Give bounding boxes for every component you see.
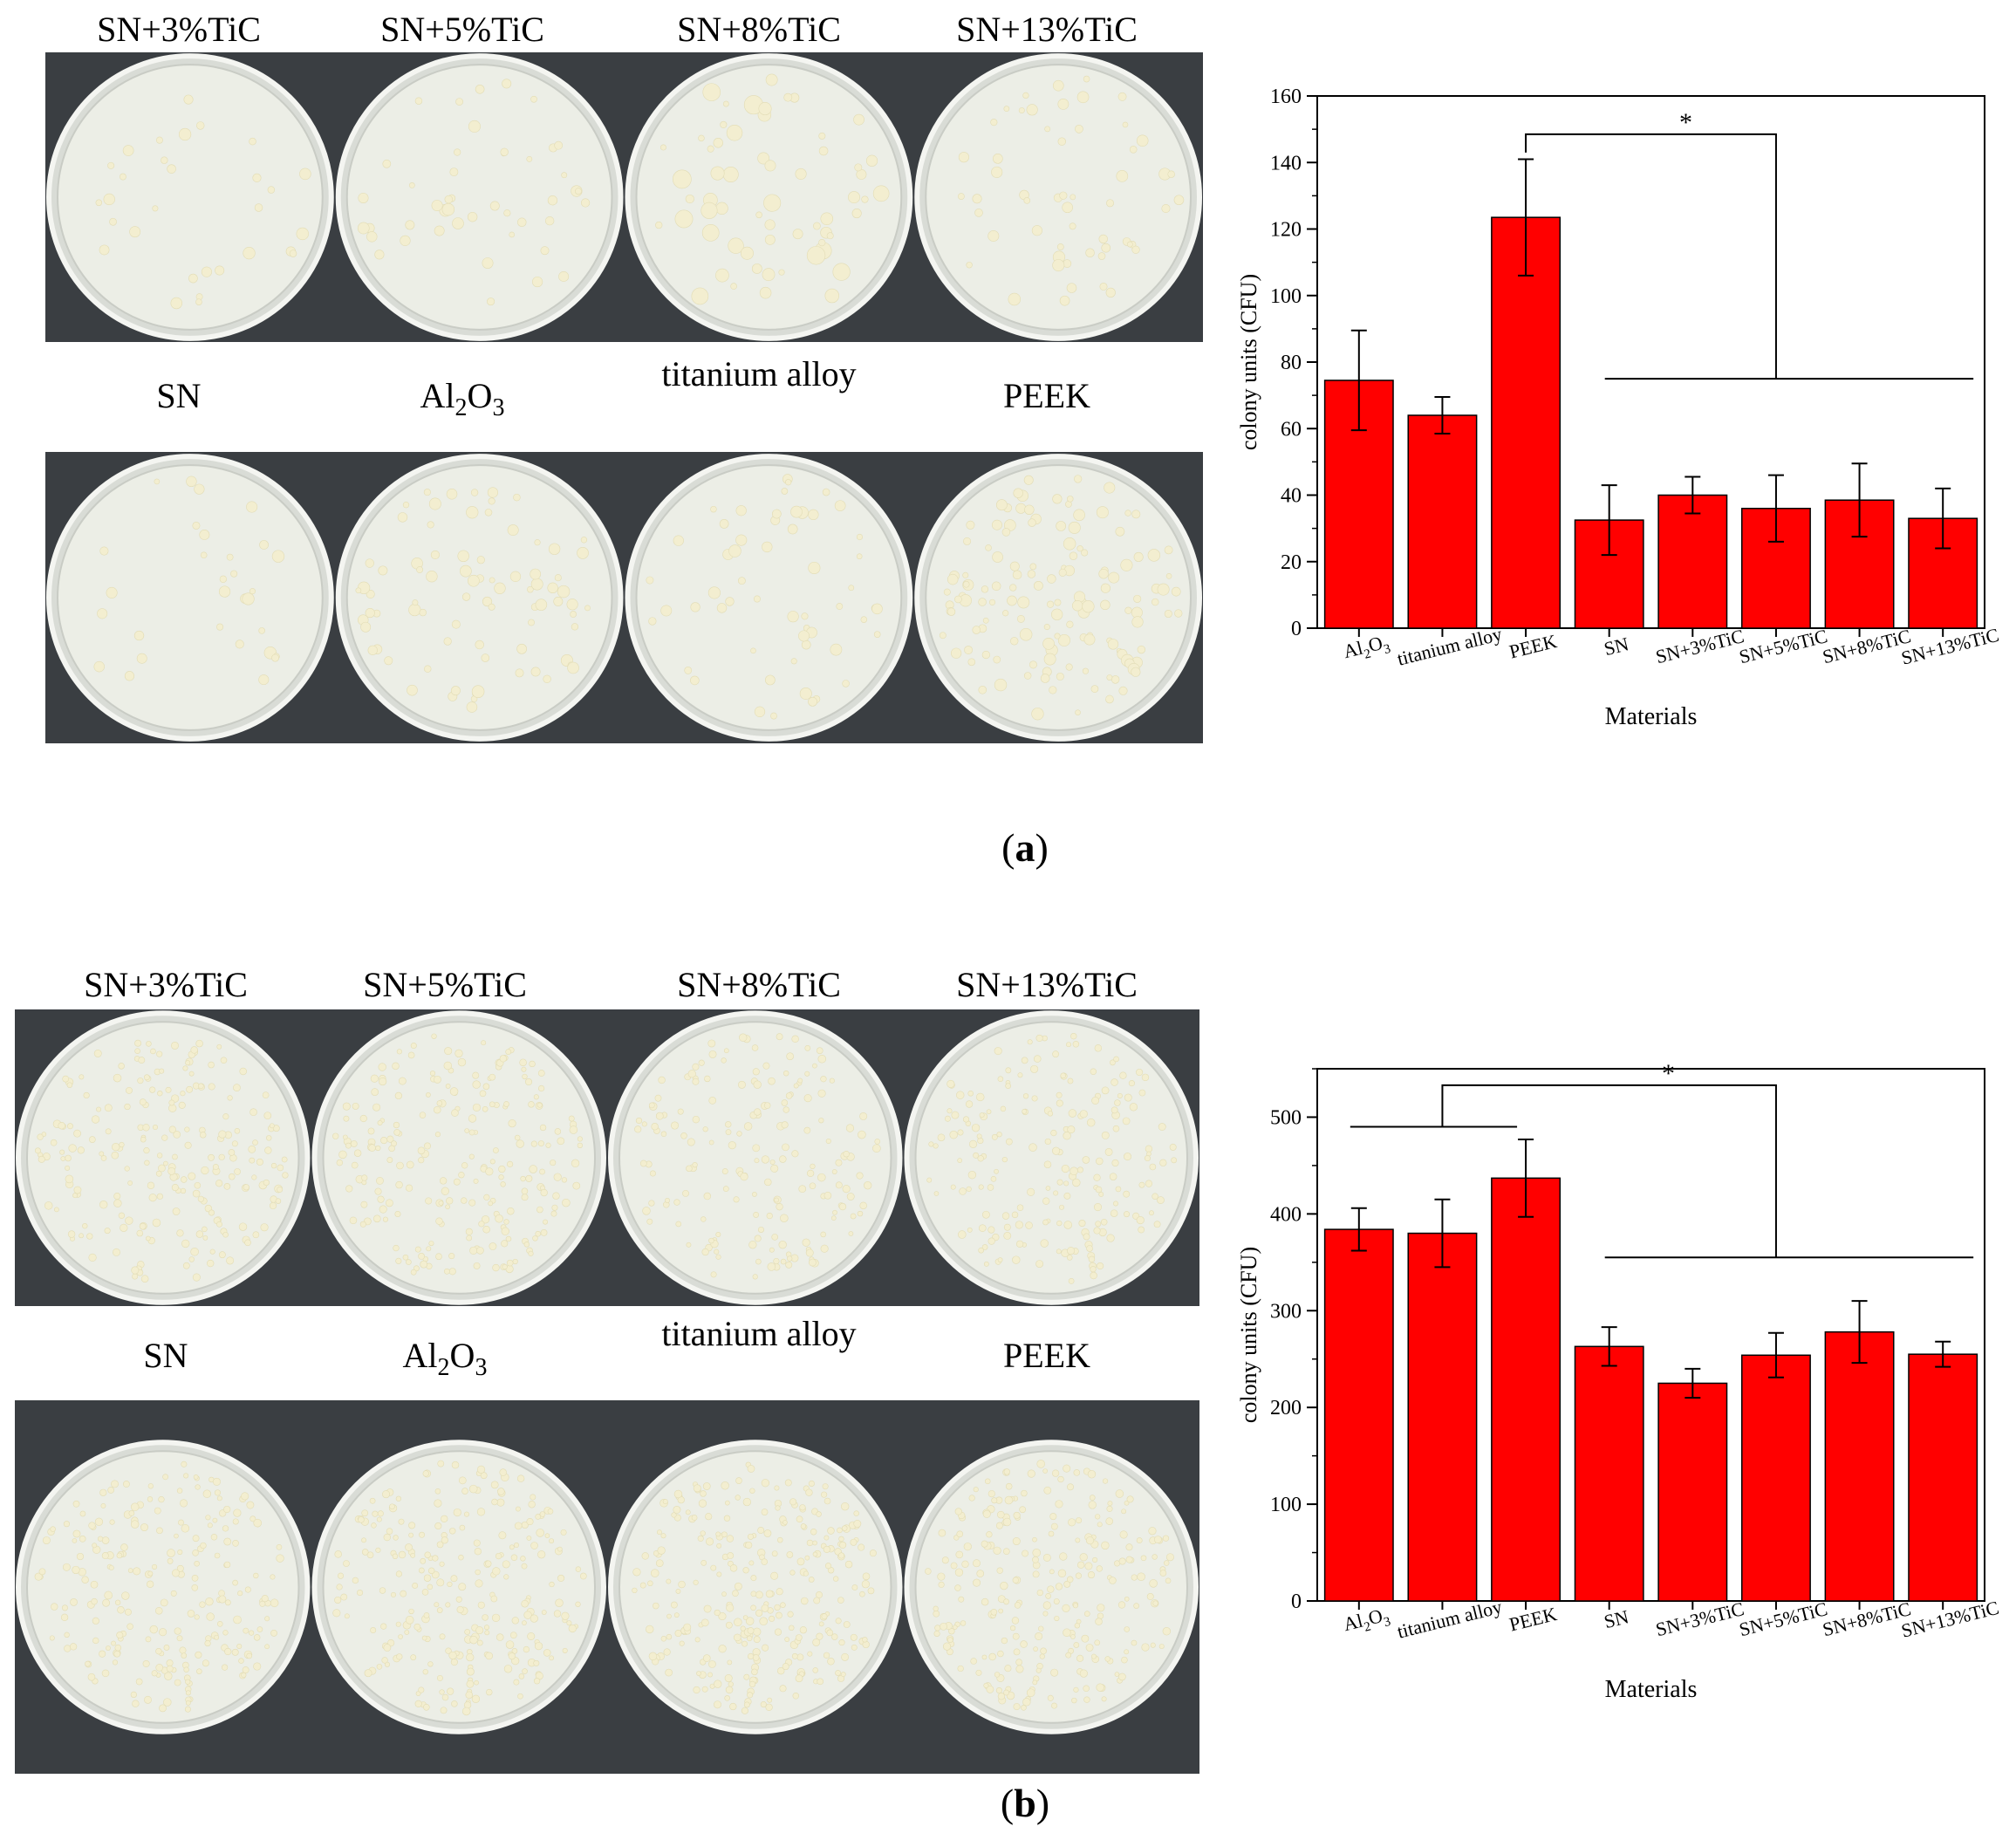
plate-label-top-1: SN+3%TiC xyxy=(97,10,261,49)
significance-star: * xyxy=(1679,108,1692,137)
x-tick-label: SN+5%TiC xyxy=(1737,625,1829,667)
petri-dish xyxy=(625,53,913,341)
plate-label-bottom-3: titanium alloy xyxy=(661,1314,857,1353)
bar xyxy=(1491,216,1562,629)
plate-label-bottom-3: titanium alloy xyxy=(661,354,857,393)
plates-photo-top-b xyxy=(15,1009,1199,1306)
bar xyxy=(1574,1345,1644,1602)
bar xyxy=(1908,1353,1978,1602)
bar xyxy=(1740,1354,1811,1602)
petri-dish xyxy=(914,454,1202,742)
petri-dish xyxy=(16,1010,311,1305)
y-tick-label: 300 xyxy=(1270,1300,1302,1323)
x-tick-label: SN xyxy=(1602,633,1630,660)
x-tick-label: SN xyxy=(1602,1605,1630,1632)
y-axis-label: colony units (CFU) xyxy=(1236,1247,1261,1423)
bar-chart-a: 0 20 40 60 80 100 120 140 160 Al2O3 titanium alloy… xyxy=(1236,70,2006,733)
petri-dish xyxy=(311,1440,606,1734)
bar xyxy=(1657,1382,1728,1602)
panel-a: SN+3%TiC SN+5%TiC SN+8%TiC SN+13%TiC SN … xyxy=(0,0,2016,899)
bar xyxy=(1407,1232,1478,1602)
x-axis-label: Materials xyxy=(1605,1676,1698,1703)
significance-bracket xyxy=(1525,133,1974,380)
x-tick-label: Al2O3 xyxy=(1341,1603,1392,1639)
x-tick-label: titanium alloy xyxy=(1395,623,1504,670)
bar xyxy=(1323,1228,1394,1602)
plate-label-bottom-1: SN xyxy=(143,1336,188,1375)
bar-chart-b: 0 100 200 300 400 500 Al2O3 titanium alloy PEEK S… xyxy=(1236,1043,2006,1706)
y-tick-label: 160 xyxy=(1270,86,1302,108)
petri-dish xyxy=(335,454,624,742)
petri-dish xyxy=(914,53,1202,341)
plates-photo-top-a xyxy=(45,52,1203,342)
petri-dish xyxy=(335,53,624,341)
plate-label-bottom-4: PEEK xyxy=(1003,376,1090,415)
petri-dish xyxy=(46,53,334,341)
plot-frame xyxy=(1316,1068,1985,1602)
y-tick-label: 20 xyxy=(1281,551,1302,574)
significance-star: * xyxy=(1662,1059,1675,1088)
plate-label-top-2: SN+5%TiC xyxy=(363,965,527,1004)
x-tick-label: SN+13%TiC xyxy=(1899,1597,2001,1642)
panel-caption-a: (a) xyxy=(1001,825,1049,870)
petri-dish xyxy=(904,1010,1199,1305)
plate-label-bottom-2: Al2O3 xyxy=(402,1336,488,1381)
plate-label-bottom-1: SN xyxy=(156,376,202,415)
y-axis-label: colony units (CFU) xyxy=(1236,274,1261,450)
petri-dish xyxy=(608,1440,903,1734)
plate-label-top-2: SN+5%TiC xyxy=(380,10,544,49)
plate-label-top-3: SN+8%TiC xyxy=(677,965,841,1004)
petri-dish xyxy=(625,454,913,742)
x-tick-label: SN+5%TiC xyxy=(1737,1597,1829,1640)
x-tick-label: Al2O3 xyxy=(1341,630,1392,667)
y-tick-label: 120 xyxy=(1270,219,1302,242)
plates-photo-bottom-b xyxy=(15,1400,1199,1774)
plate-label-top-3: SN+8%TiC xyxy=(677,10,841,49)
y-tick-label: 500 xyxy=(1270,1106,1302,1129)
plate-label-bottom-4: PEEK xyxy=(1003,1336,1090,1375)
panel-caption-b: (b) xyxy=(1000,1781,1050,1825)
x-tick-label: titanium alloy xyxy=(1395,1596,1504,1643)
y-tick-label: 100 xyxy=(1270,285,1302,308)
y-tick-label: 40 xyxy=(1281,485,1302,508)
y-tick-label: 200 xyxy=(1270,1397,1302,1419)
x-tick-label: SN+13%TiC xyxy=(1899,624,2001,669)
plate-label-top-4: SN+13%TiC xyxy=(956,10,1138,49)
y-tick-label: 400 xyxy=(1270,1203,1302,1226)
y-tick-label: 80 xyxy=(1281,352,1302,374)
x-axis-label: Materials xyxy=(1605,703,1698,730)
y-tick-label: 100 xyxy=(1270,1494,1302,1516)
panel-b: SN+3%TiC SN+5%TiC SN+8%TiC SN+13%TiC SN … xyxy=(0,947,2016,1847)
petri-dish xyxy=(311,1010,606,1305)
plates-photo-bottom-a xyxy=(45,452,1203,743)
significance-bracket xyxy=(1350,1084,1974,1259)
bar xyxy=(1824,1331,1895,1602)
x-tick-label: PEEK xyxy=(1507,1603,1560,1636)
x-tick-label: SN+8%TiC xyxy=(1821,1597,1913,1640)
petri-dish xyxy=(16,1440,311,1734)
bar xyxy=(1657,494,1728,629)
x-tick-label: SN+3%TiC xyxy=(1653,625,1746,667)
petri-dish xyxy=(46,454,334,742)
petri-dish xyxy=(608,1010,903,1305)
y-tick-label: 60 xyxy=(1281,418,1302,441)
plate-label-top-4: SN+13%TiC xyxy=(956,965,1138,1004)
bar xyxy=(1491,1177,1562,1602)
petri-dish xyxy=(904,1440,1199,1734)
bar xyxy=(1407,414,1478,629)
plate-label-bottom-2: Al2O3 xyxy=(420,376,505,421)
y-tick-label: 0 xyxy=(1291,618,1302,640)
plate-label-top-1: SN+3%TiC xyxy=(84,965,248,1004)
y-tick-label: 0 xyxy=(1291,1590,1302,1613)
x-tick-label: SN+3%TiC xyxy=(1653,1597,1746,1640)
x-tick-label: PEEK xyxy=(1507,630,1560,663)
x-tick-label: SN+8%TiC xyxy=(1821,625,1913,667)
y-tick-label: 140 xyxy=(1270,152,1302,174)
